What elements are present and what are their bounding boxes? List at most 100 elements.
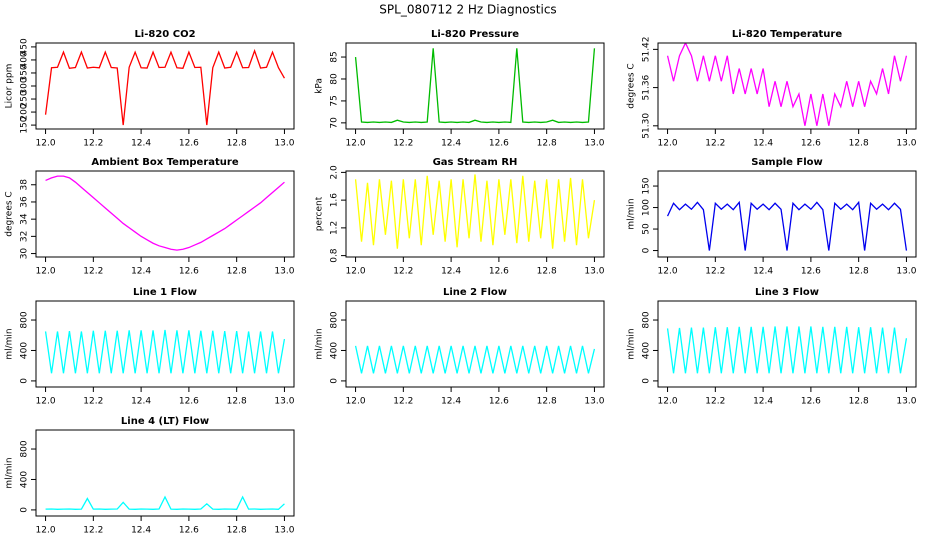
x-tick-label: 13.0 <box>274 526 294 536</box>
x-tick-label: 12.0 <box>346 397 366 407</box>
y-tick-label: 800 <box>20 311 30 328</box>
x-tick-label: 13.0 <box>584 397 604 407</box>
y-axis-label: percent <box>315 196 325 231</box>
x-tick-label: 12.2 <box>393 139 413 149</box>
y-tick-label: 800 <box>642 311 652 328</box>
y-axis-label: kPa <box>315 78 325 94</box>
y-tick-label: 300 <box>20 77 30 94</box>
plot-frame <box>35 429 295 517</box>
x-tick-label: 13.0 <box>584 139 604 149</box>
data-line <box>44 329 286 374</box>
panel: Line 3 Flow ml/min 12.0 12.2 12.4 12.6 12.8 13.… <box>627 287 917 407</box>
panel-title: Line 3 Flow <box>755 287 819 298</box>
y-tick-label: 800 <box>330 311 340 328</box>
data-line <box>45 175 285 251</box>
y-tick-label: 250 <box>20 90 30 107</box>
x-tick-label: 12.2 <box>393 267 413 277</box>
y-tick-label: 38 <box>20 179 30 191</box>
x-tick-label: 12.6 <box>801 139 821 149</box>
data-line <box>354 174 596 249</box>
y-tick-label: 85 <box>330 51 340 62</box>
x-tick-label: 12.0 <box>658 267 678 277</box>
plot-frame <box>35 170 295 258</box>
data-line <box>354 48 596 124</box>
y-tick-label: 2.0 <box>330 165 340 180</box>
panel-title: Sample Flow <box>751 157 823 168</box>
panel-title: Li-820 Pressure <box>431 29 519 40</box>
panel: Li-820 Pressure kPa 12.0 12.2 12.4 12.6 12.8 13… <box>315 29 605 149</box>
x-tick-label: 12.4 <box>753 267 773 277</box>
x-tick-label: 12.8 <box>227 526 247 536</box>
plot-frame <box>657 300 917 388</box>
x-tick-label: 12.4 <box>441 397 461 407</box>
panel-title: Line 2 Flow <box>443 287 507 298</box>
y-tick-label: 80 <box>330 73 340 85</box>
plot-frame <box>345 170 605 258</box>
y-tick-label: 75 <box>330 95 340 106</box>
y-tick-label: 150 <box>642 177 652 194</box>
x-tick-label: 12.0 <box>658 139 678 149</box>
x-tick-label: 12.4 <box>753 397 773 407</box>
y-tick-label: 150 <box>20 116 30 133</box>
x-tick-label: 12.0 <box>36 139 56 149</box>
x-tick-label: 12.8 <box>227 139 247 149</box>
x-tick-label: 12.4 <box>131 526 151 536</box>
x-tick-label: 12.4 <box>753 139 773 149</box>
panel: Ambient Box Temperature degrees C 12.0 12.2… <box>5 157 295 277</box>
x-tick-label: 12.2 <box>83 526 103 536</box>
x-tick-label: 12.0 <box>346 267 366 277</box>
y-tick-label: 400 <box>20 471 30 488</box>
x-tick-label: 12.2 <box>705 139 725 149</box>
data-line <box>354 345 596 374</box>
y-tick-label: 36 <box>20 196 30 208</box>
plot-area <box>354 48 596 124</box>
panel: Gas Stream RH percent 12.0 12.2 12.4 12.6 12.8… <box>315 157 605 277</box>
y-tick-label: 30 <box>20 248 30 260</box>
plot-area <box>354 345 596 374</box>
y-tick-label: 0 <box>642 247 652 253</box>
x-tick-label: 12.2 <box>705 267 725 277</box>
y-tick-label: 34 <box>20 213 30 225</box>
x-tick-label: 12.6 <box>489 267 509 277</box>
panel: Sample Flow ml/min 12.0 12.2 12.4 12.6 12.8 13.… <box>627 157 917 277</box>
y-axis-label: degrees C <box>627 63 637 108</box>
x-tick-label: 13.0 <box>896 267 916 277</box>
x-tick-label: 12.6 <box>801 267 821 277</box>
panel-title: Gas Stream RH <box>433 157 518 168</box>
y-tick-label: 51.30 <box>642 113 652 139</box>
y-tick-label: 400 <box>642 342 652 359</box>
data-line <box>45 495 285 510</box>
x-tick-label: 12.4 <box>441 139 461 149</box>
y-axis-label: ml/min <box>315 328 325 359</box>
x-tick-label: 12.6 <box>179 397 199 407</box>
y-tick-label: 400 <box>20 342 30 359</box>
panel-title: Li-820 Temperature <box>732 29 842 40</box>
y-tick-label: 100 <box>642 199 652 216</box>
plot-frame <box>657 170 917 258</box>
data-line <box>666 43 908 126</box>
y-tick-label: 1.2 <box>330 221 340 235</box>
x-tick-label: 12.8 <box>849 397 869 407</box>
plot-area <box>666 43 908 126</box>
y-tick-label: 0 <box>642 378 652 384</box>
x-tick-label: 13.0 <box>274 397 294 407</box>
plot-area <box>666 326 908 374</box>
x-tick-label: 12.4 <box>131 139 151 149</box>
y-tick-label: 32 <box>20 231 30 242</box>
y-tick-label: 0 <box>20 507 30 513</box>
x-tick-label: 13.0 <box>274 267 294 277</box>
y-axis-label: Licor ppm <box>5 64 15 109</box>
x-tick-label: 12.0 <box>36 397 56 407</box>
panel: Line 4 (LT) Flow ml/min 12.0 12.2 12.4 12.6 12… <box>5 416 295 536</box>
panel: Li-820 Temperature degrees C 12.0 12.2 12.4 1… <box>627 29 917 149</box>
x-tick-label: 12.0 <box>658 397 678 407</box>
y-tick-label: 400 <box>20 51 30 68</box>
data-line <box>44 48 286 126</box>
x-tick-label: 12.2 <box>83 397 103 407</box>
panel-title: Line 1 Flow <box>133 287 197 298</box>
plot-area <box>44 329 286 374</box>
y-tick-label: 350 <box>20 64 30 81</box>
y-tick-label: 70 <box>330 117 340 129</box>
x-tick-label: 12.6 <box>179 267 199 277</box>
